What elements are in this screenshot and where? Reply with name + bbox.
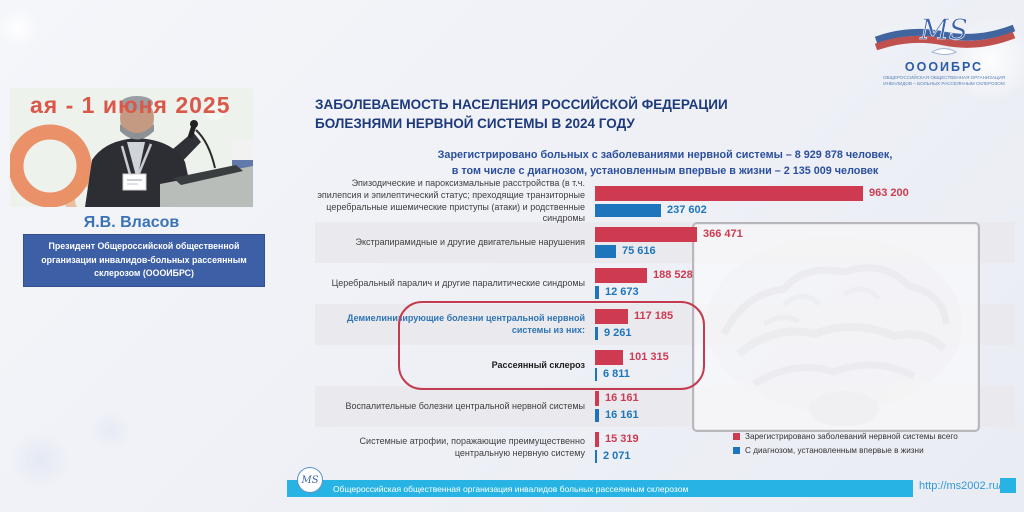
org-fine-line1: ОБЩЕРОССИЙСКАЯ ОБЩЕСТВЕННАЯ ОРГАНИЗАЦИЯ	[882, 75, 1006, 80]
chart-row: Рассеянный склероз 101 315 6 811	[315, 345, 1015, 386]
slide-subtitle-line2: в том числе с диагнозом, установленным в…	[451, 165, 879, 178]
value-label: 15 319	[605, 433, 639, 445]
footer-accent-square	[1000, 478, 1016, 493]
bar-total-registered	[595, 390, 599, 406]
slide-title: ЗАБОЛЕВАЕМОСТЬ НАСЕЛЕНИЯ РОССИЙСКОЙ ФЕДЕ…	[315, 96, 1005, 134]
chart-row: Экстрапирамидные и другие двигательные н…	[315, 222, 1015, 263]
value-label: 9 261	[604, 327, 632, 339]
footer-text: Общероссийская общественная организация …	[333, 483, 689, 494]
bar-total-registered	[595, 349, 623, 365]
category-label: Эпизодические и пароксизмальные расстрой…	[317, 178, 585, 224]
footer-ms-badge-icon: MS	[297, 467, 323, 493]
value-label: 6 811	[603, 368, 630, 380]
value-label: 101 315	[629, 351, 669, 363]
speaker-figure	[85, 96, 201, 207]
legend-label: С диагнозом, установленным впервые в жиз…	[745, 445, 924, 455]
value-label: 237 602	[667, 204, 707, 216]
chart-row: Церебральный паралич и другие паралитиче…	[315, 263, 1015, 304]
legend-label: Зарегистрировано заболеваний нервной сис…	[745, 432, 958, 441]
slide-title-line2: БОЛЕЗНЯМИ НЕРВНОЙ СИСТЕМЫ В 2024 ГОДУ	[315, 115, 635, 131]
bar-first-diagnosis	[595, 285, 599, 299]
bar-total-registered	[595, 308, 628, 324]
category-label: Воспалительные болезни центральной нервн…	[345, 400, 585, 411]
bar-first-diagnosis	[595, 367, 597, 381]
value-label: 963 200	[869, 187, 909, 199]
bar-total-registered	[595, 267, 647, 283]
value-label: 16 161	[605, 409, 639, 421]
category-label: Рассеянный склероз	[491, 359, 585, 370]
ms-ribbon-logo-icon: MS	[874, 13, 1016, 55]
value-label: 117 185	[634, 310, 674, 322]
legend-swatch-icon	[733, 433, 740, 440]
chart-row: Демиелинизирующие болезни центральной не…	[315, 304, 1015, 345]
bar-first-diagnosis	[595, 326, 598, 340]
event-date-banner: ая - 1 июня 2025	[30, 92, 231, 118]
brain-illustration	[706, 236, 962, 427]
legend-item: С диагнозом, установленным впервые в жиз…	[733, 446, 963, 457]
speaker-video-thumbnail: ая - 1 июня 2025	[10, 88, 253, 207]
value-label: 366 471	[703, 228, 743, 240]
org-fine-line2: ИНВАЛИДОВ – БОЛЬНЫХ РАССЕЯННЫМ СКЛЕРОЗОМ	[883, 81, 1005, 87]
bar-total-registered	[595, 431, 599, 447]
bar-first-diagnosis	[595, 408, 599, 422]
speaker-photo-illustration	[10, 88, 253, 207]
chart-row: Системные атрофии, поражающие преимущест…	[315, 427, 1015, 468]
category-label: Демиелинизирующие болезни центральной не…	[347, 312, 585, 335]
legend-item: Зарегистрировано заболеваний нервной сис…	[733, 432, 963, 443]
bar-first-diagnosis	[595, 244, 616, 258]
legend-swatch-icon	[733, 446, 740, 454]
org-short-name: ОООИБРС	[904, 60, 984, 74]
org-logo: MS ОООИБРС ОБЩЕРОССИЙСКАЯ ОБЩЕСТВЕННАЯ О…	[868, 5, 1020, 88]
value-label: 16 161	[605, 392, 639, 404]
value-label: 188 528	[653, 269, 693, 281]
speaker-name: Я.В. Власов	[83, 214, 180, 231]
brain-image-frame	[692, 222, 980, 432]
value-label: 12 673	[605, 286, 639, 298]
chart-legend: Зарегистрировано заболеваний нервной сис…	[733, 432, 963, 459]
bar-chart: Эпизодические и пароксизмальные расстрой…	[315, 178, 1015, 468]
bar-first-diagnosis	[595, 203, 661, 217]
ms-monogram: MS	[919, 13, 968, 46]
footer-bar: Общероссийская общественная организация …	[287, 480, 913, 497]
footer-url: http://ms2002.ru/	[919, 480, 1002, 492]
bar-total-registered	[595, 226, 697, 242]
category-label: Системные атрофии, поражающие преимущест…	[359, 435, 585, 458]
slide-title-line1: ЗАБОЛЕВАЕМОСТЬ НАСЕЛЕНИЯ РОССИЙСКОЙ ФЕДЕ…	[315, 97, 728, 112]
bar-first-diagnosis	[595, 449, 597, 463]
category-label: Экстрапирамидные и другие двигательные н…	[355, 236, 585, 247]
chart-row: Воспалительные болезни центральной нервн…	[315, 386, 1015, 427]
value-label: 2 071	[603, 450, 631, 462]
category-label: Церебральный паралич и другие паралитиче…	[331, 277, 585, 288]
bar-total-registered	[595, 185, 863, 201]
chart-row: Эпизодические и пароксизмальные расстрой…	[315, 178, 1015, 224]
slide-subtitle-line1: Зарегистрировано больных с заболеваниями…	[437, 149, 893, 161]
value-label: 75 616	[622, 245, 656, 257]
speaker-title-box: Президент Общероссийской общественной ор…	[23, 234, 265, 287]
slide-subtitle: Зарегистрировано больных с заболеваниями…	[315, 147, 1015, 179]
